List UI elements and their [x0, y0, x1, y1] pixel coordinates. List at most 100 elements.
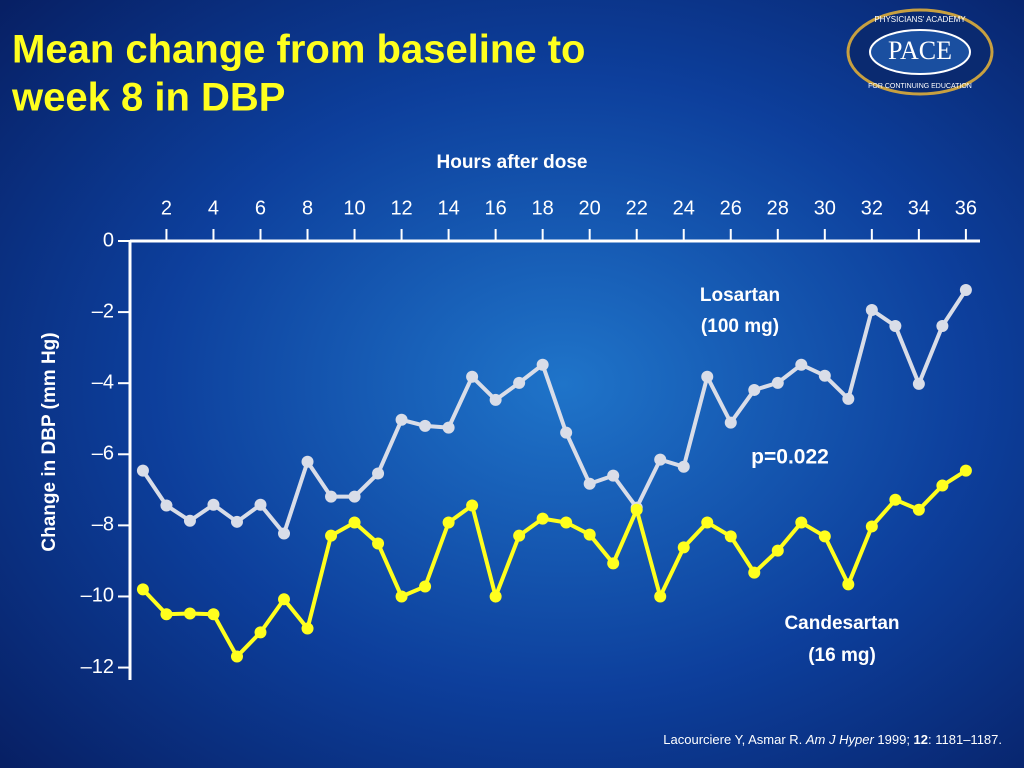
logo-center [869, 29, 971, 75]
citation-part: 1999; [874, 732, 914, 747]
x-tick-label: 20 [579, 197, 601, 219]
x-tick-label: 34 [908, 197, 930, 219]
y-tick-label: –10 [81, 585, 114, 607]
data-point [842, 578, 855, 591]
data-point [583, 477, 596, 490]
data-point [865, 303, 878, 316]
data-point [818, 369, 831, 382]
data-point [912, 377, 925, 390]
y-tick-label: –8 [92, 514, 114, 536]
x-tick-label: 26 [720, 197, 742, 219]
data-point [513, 529, 526, 542]
data-point [560, 426, 573, 439]
citation-part: : 1181–1187. [928, 732, 1002, 747]
data-point [230, 515, 243, 528]
data-point [630, 503, 643, 516]
x-tick-label: 22 [626, 197, 648, 219]
data-point [372, 467, 385, 480]
data-point [842, 392, 855, 405]
data-point [136, 464, 149, 477]
citation-part: 12 [914, 732, 928, 747]
x-tick-label: 2 [161, 197, 172, 219]
data-point [254, 626, 267, 639]
data-point [513, 376, 526, 389]
data-point [395, 413, 408, 426]
legend-label: Losartan [700, 285, 780, 306]
data-point [183, 514, 196, 527]
series-line [141, 468, 967, 660]
x-tick-label: 14 [437, 197, 459, 219]
data-point [419, 419, 432, 432]
title: Mean change from baseline to [12, 28, 585, 72]
y-tick-label: 0 [103, 229, 114, 251]
x-tick-label: 30 [814, 197, 836, 219]
data-point [701, 516, 714, 529]
data-point [607, 557, 620, 570]
citation-part: Lacourciere Y, Asmar R. [663, 732, 806, 747]
data-point [724, 530, 737, 543]
x-axis-label: Hours after dose [437, 152, 588, 173]
data-point [583, 528, 596, 541]
logo-bottom: FOR CONTINUING EDUCATION [868, 83, 972, 90]
data-point [912, 503, 925, 516]
data-point [489, 590, 502, 603]
annotation: p=0.022 [751, 446, 829, 469]
data-point [348, 516, 361, 529]
data-point [795, 516, 808, 529]
data-point [818, 530, 831, 543]
legend-label: (16 mg) [808, 645, 876, 666]
x-tick-label: 10 [343, 197, 365, 219]
x-tick-label: 18 [532, 197, 554, 219]
y-tick-label: –12 [81, 656, 114, 678]
x-tick-label: 36 [955, 197, 977, 219]
data-point [160, 499, 173, 512]
x-tick-label: 32 [861, 197, 883, 219]
data-point [959, 464, 972, 477]
data-point [348, 490, 361, 503]
legend-label: (100 mg) [701, 316, 779, 337]
data-point [795, 358, 808, 371]
logo-text: PACE [888, 36, 952, 65]
x-tick-label: 12 [390, 197, 412, 219]
data-point [748, 566, 761, 579]
data-point [724, 416, 737, 429]
data-point [301, 455, 314, 468]
data-point [771, 544, 784, 557]
data-point [325, 529, 338, 542]
data-point [419, 580, 432, 593]
plot: 2 4 6 8 10 12 14 16 18 20 22 24 26 28 30 32 34 360–2–4–6–… [81, 197, 980, 680]
data-point [466, 499, 479, 512]
data-point [536, 358, 549, 371]
data-point [160, 608, 173, 621]
data-point [771, 376, 784, 389]
data-point [959, 284, 972, 297]
data-point [701, 370, 714, 383]
data-point [136, 583, 149, 596]
y-axis-label: Change in DBP (mm Hg) [39, 332, 60, 551]
data-point [536, 512, 549, 525]
data-point [677, 460, 690, 473]
x-tick-label: 24 [673, 197, 695, 219]
data-point [936, 319, 949, 332]
data-point [607, 469, 620, 482]
data-point [654, 590, 667, 603]
x-tick-label: 28 [767, 197, 789, 219]
data-point [677, 541, 690, 554]
citation-part: Am J Hyper [805, 732, 875, 747]
data-point [442, 516, 455, 529]
logo: PACE PHYSICIANS' ACADEMY FOR CONTINUING … [846, 8, 994, 96]
legend-label: Candesartan [784, 613, 899, 634]
data-point [278, 593, 291, 606]
x-tick-label: 4 [208, 197, 219, 219]
data-point [230, 650, 243, 663]
data-point [654, 453, 667, 466]
citation: Lacourciere Y, Asmar R. Am J Hyper 1999;… [663, 732, 1002, 747]
logo-top: PHYSICIANS' ACADEMY [874, 15, 966, 24]
y-tick-label: –6 [92, 443, 114, 465]
data-point [278, 527, 291, 540]
data-point [254, 498, 267, 511]
title: week 8 in DBP [11, 76, 285, 120]
data-point [442, 421, 455, 434]
x-tick-label: 8 [302, 197, 313, 219]
